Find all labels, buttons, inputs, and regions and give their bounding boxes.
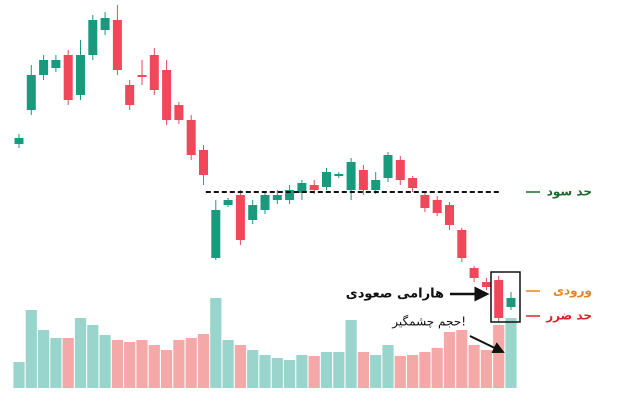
candle-body: [26, 75, 36, 110]
candle-body: [309, 185, 319, 190]
volume-bar: [443, 332, 456, 388]
volume-bar: [148, 345, 160, 388]
volume-bar: [468, 345, 480, 388]
candle-body: [248, 205, 258, 220]
volume-bar: [62, 338, 74, 388]
volume-bar: [370, 355, 382, 388]
volume-bar: [333, 352, 345, 388]
candle-body: [39, 60, 49, 75]
candle-body: [395, 160, 405, 180]
volume-bar: [111, 340, 123, 388]
annotation: حجم چشمگیر!: [391, 315, 466, 330]
candle-body: [76, 55, 85, 95]
candle-body: [199, 150, 208, 175]
candle-body: [272, 195, 282, 200]
volume-bar: [407, 355, 419, 388]
candle-body: [63, 55, 73, 100]
volume-bar: [210, 298, 222, 388]
candle-body: [457, 230, 467, 258]
volume-bar: [136, 340, 148, 388]
candle-layer: [14, 5, 516, 322]
volume-bar: [505, 318, 517, 388]
volume-bar: [87, 325, 99, 388]
volume-bar: [25, 310, 37, 388]
volume-bar: [99, 335, 111, 388]
volume-bar: [296, 355, 308, 388]
volume-bar: [271, 358, 283, 388]
volume-bar: [124, 342, 136, 388]
volume-bar: [320, 352, 333, 388]
volume-bar: [38, 330, 50, 388]
volume-bar: [259, 355, 271, 388]
volume-bar: [74, 318, 87, 388]
volume-bar: [197, 334, 210, 388]
candle-body: [88, 20, 98, 55]
candle-body: [186, 120, 196, 155]
volume-bar: [419, 352, 431, 388]
volume-bar: [493, 325, 505, 388]
candle-body: [445, 205, 454, 225]
volume-bar: [431, 348, 443, 388]
volume-layer: [13, 298, 517, 388]
candle-body: [235, 195, 245, 240]
volume-bar: [50, 338, 62, 388]
candle-body: [469, 268, 479, 278]
candle-body: [112, 20, 122, 70]
volume-bar: [222, 340, 234, 388]
candle-body: [408, 178, 418, 188]
candle-body: [174, 105, 184, 120]
candle-body: [137, 75, 147, 77]
volume-bar: [480, 350, 492, 388]
candle-body: [432, 200, 442, 213]
candle-body: [481, 282, 491, 287]
candle-body: [162, 70, 172, 120]
level-label: حد سود: [547, 185, 592, 200]
annotation: هارامی صعودی: [346, 287, 444, 302]
candle-body: [383, 155, 393, 178]
volume-bar: [161, 350, 173, 388]
candle-body: [297, 183, 307, 193]
candle-body: [125, 85, 135, 105]
highlight-box: [490, 271, 521, 323]
volume-bar: [247, 350, 259, 388]
candle-body: [358, 170, 368, 190]
volume-bar: [382, 345, 394, 388]
candle-body: [285, 190, 295, 200]
candle-body: [51, 60, 61, 68]
arrow: [469, 335, 505, 354]
candle-body: [371, 180, 381, 190]
volume-bar: [284, 360, 296, 388]
volume-bar: [234, 345, 246, 388]
candle-body: [420, 195, 430, 208]
candle-body: [260, 195, 270, 210]
volume-bar: [394, 356, 406, 388]
volume-bar: [173, 340, 185, 388]
candle-body: [494, 280, 504, 318]
volume-bar: [13, 362, 25, 388]
candle-body: [14, 138, 24, 144]
candle-body: [334, 174, 344, 176]
volume-bar: [357, 352, 369, 388]
candle-body: [100, 18, 110, 30]
candle-body: [346, 162, 356, 190]
level-label: حد ضرر: [545, 309, 592, 323]
volume-bar: [345, 320, 357, 388]
candle-body: [211, 210, 221, 258]
volume-bar: [185, 338, 197, 388]
candle-body: [149, 55, 159, 90]
candle-body: [506, 298, 516, 307]
candle-body: [223, 200, 233, 205]
candle-body: [322, 172, 331, 187]
level-label: ورودی: [553, 284, 592, 299]
volume-bar: [456, 330, 468, 388]
volume-bar: [308, 356, 320, 388]
